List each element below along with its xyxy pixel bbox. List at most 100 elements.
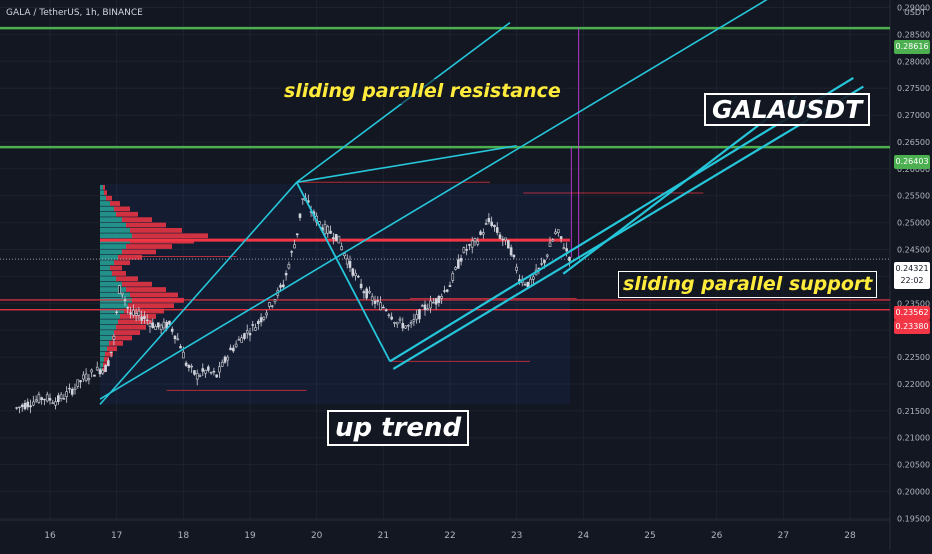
candle-body [351, 268, 355, 276]
vp-bar-up [100, 184, 103, 190]
candle-body [198, 375, 202, 377]
pair-annotation: GALAUSDT [704, 93, 871, 126]
candle-body [104, 365, 107, 372]
vp-bar-up [100, 265, 110, 271]
candle-body [90, 369, 93, 373]
candle-body [220, 361, 224, 367]
candle-body [137, 310, 141, 316]
trend-line [296, 144, 517, 184]
candle-body [548, 242, 552, 247]
vp-bar-up [100, 351, 105, 357]
candle-body [287, 264, 291, 269]
y-tick-label: 0.21500 [897, 407, 930, 416]
candle-body [293, 244, 296, 249]
vp-bar-up [100, 206, 114, 212]
y-tick-label: 0.28500 [897, 30, 930, 39]
candle-body [184, 362, 188, 366]
candle-body [254, 327, 257, 331]
candle-body [568, 256, 571, 261]
candle-body [357, 275, 360, 278]
candle-body [451, 273, 455, 281]
candle-body [440, 296, 443, 299]
vp-bar-down [116, 211, 138, 217]
candle-body [559, 236, 563, 239]
vp-bar-up [100, 244, 126, 249]
x-tick-label: 16 [44, 531, 56, 541]
candle-body [365, 288, 368, 299]
candle-body [412, 319, 416, 322]
candle-body [418, 309, 421, 320]
vp-bar-down [130, 292, 178, 298]
vp-bar-down [106, 195, 112, 201]
symbol-title: GALA / TetherUS, 1h, BINANCE [6, 8, 143, 18]
candle-body [176, 338, 180, 341]
candle-body [190, 365, 193, 368]
x-tick-label: 27 [778, 531, 789, 541]
candle-body [54, 401, 57, 406]
y-tick-label: 0.19500 [897, 514, 930, 523]
candle-body [465, 249, 468, 251]
candle-body [332, 237, 335, 240]
candle-body [515, 266, 518, 271]
candle-body [509, 247, 513, 256]
candle-body [120, 292, 124, 295]
candle-body [426, 308, 430, 311]
candle-body [393, 322, 396, 324]
candle-body [204, 369, 207, 374]
candle-body [354, 272, 357, 276]
candle-body [501, 238, 505, 241]
candle-body [282, 284, 285, 288]
candle-body [179, 346, 182, 349]
candle-body [209, 371, 213, 374]
candle-body [326, 226, 330, 234]
vp-bar-down [118, 319, 152, 325]
candle-body [29, 405, 32, 408]
vp-bar-down [103, 184, 105, 190]
candle-body [218, 366, 221, 373]
price-tag-green-lower: 0.26403 [894, 155, 930, 169]
trend-line [99, 181, 298, 405]
candle-body [15, 407, 18, 409]
y-tick-label: 0.21000 [897, 434, 930, 443]
candle-body [368, 291, 371, 294]
candle-body [382, 306, 385, 309]
candle-body [420, 305, 424, 307]
candle-body [462, 247, 466, 253]
candle-body [284, 272, 288, 276]
candle-body [437, 295, 441, 304]
candle-body [98, 369, 102, 375]
candle-body [257, 320, 260, 324]
x-tick-label: 28 [844, 531, 856, 541]
vp-bar-up [100, 249, 122, 255]
vp-bar-down [114, 330, 140, 335]
y-tick-label: 0.20500 [897, 461, 930, 470]
candle-body [159, 324, 163, 330]
candle-body [140, 316, 143, 321]
candle-body [390, 316, 393, 320]
candle-body [154, 326, 157, 330]
candle-body [540, 263, 543, 265]
candle-body [482, 232, 485, 235]
candle-body [51, 402, 55, 404]
candle-body [18, 406, 21, 409]
candle-body [273, 299, 277, 302]
candle-body [20, 404, 24, 408]
trend-annotation: up trend [327, 410, 470, 446]
candle-body [493, 224, 496, 228]
candle-body [45, 394, 49, 402]
candle-body [48, 397, 52, 401]
candle-body [134, 313, 138, 316]
vp-bar-down [118, 254, 142, 260]
vp-bar-down [122, 281, 152, 287]
candle-body [476, 240, 480, 245]
candle-body [251, 324, 255, 326]
y-tick-label: 0.23500 [897, 299, 930, 308]
candle-body [434, 298, 438, 305]
candle-body [68, 387, 71, 390]
vp-bar-up [100, 276, 116, 282]
candle-body [298, 213, 302, 218]
candle-body [193, 370, 196, 375]
candle-body [337, 235, 341, 244]
vp-bar-down [120, 314, 156, 319]
candle-body [504, 237, 507, 241]
